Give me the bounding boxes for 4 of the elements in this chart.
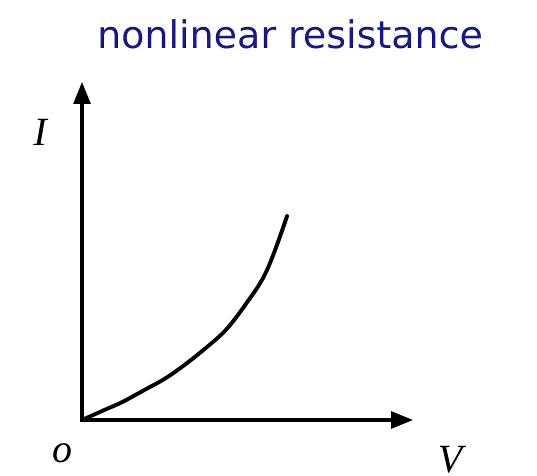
y-axis-title: I [32, 109, 48, 154]
chart-title: nonlinear resistance [97, 13, 483, 57]
text: o [52, 426, 72, 471]
x-axis-title: V [438, 436, 467, 476]
